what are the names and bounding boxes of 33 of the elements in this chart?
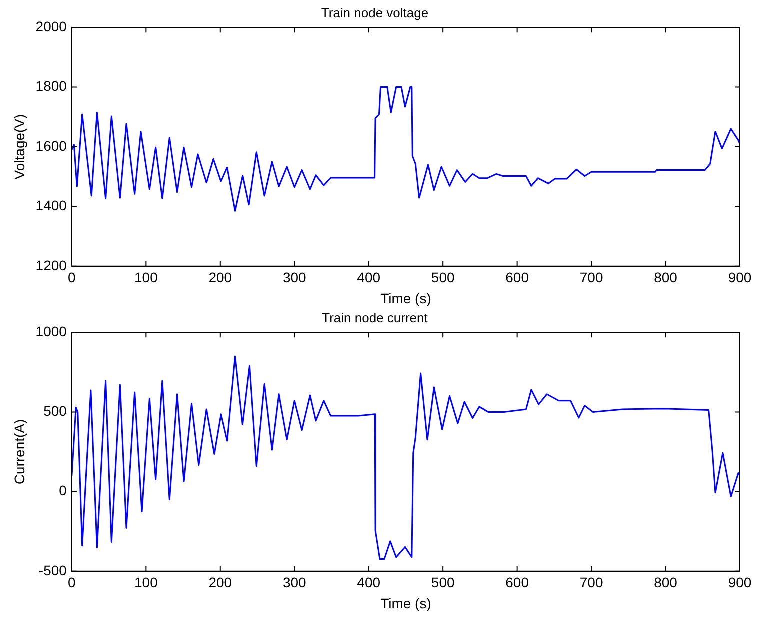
x-tick-label: 300 <box>282 270 307 286</box>
x-tick-label: 700 <box>580 270 604 286</box>
x-tick-label: 800 <box>654 574 678 591</box>
y-tick-label: 0 <box>59 482 68 499</box>
x-tick-label: 100 <box>134 574 158 591</box>
chart-title: Train node current <box>322 310 428 326</box>
x-tick-label: 900 <box>728 270 752 286</box>
x-tick-label: 600 <box>506 574 530 591</box>
x-tick-label: 300 <box>282 574 307 591</box>
y-axis-title: Current(A) <box>11 419 28 485</box>
x-tick-label: 400 <box>357 270 381 286</box>
y-axis-title: Voltage(V) <box>11 114 28 180</box>
x-axis-title: Time (s) <box>380 595 432 612</box>
y-tick-label: 2000 <box>36 18 68 34</box>
y-tick-label: 500 <box>44 403 68 420</box>
y-tick-label: -500 <box>38 562 68 578</box>
x-tick-label: 800 <box>654 270 678 286</box>
x-tick-label: 700 <box>580 574 604 591</box>
x-axis-title: Time (s) <box>380 290 432 306</box>
x-tick-label: 900 <box>728 574 752 591</box>
y-tick-label: 1000 <box>36 323 68 340</box>
x-tick-label: 100 <box>134 270 158 286</box>
y-tick-label: 1400 <box>36 198 68 214</box>
x-tick-label: 200 <box>208 270 232 286</box>
chart-title: Train node voltage <box>321 5 429 20</box>
y-tick-label: 1800 <box>36 78 68 94</box>
x-tick-label: 400 <box>357 574 381 591</box>
x-tick-label: 500 <box>431 574 455 591</box>
x-tick-label: 600 <box>506 270 530 286</box>
x-tick-label: 500 <box>431 270 455 286</box>
x-tick-label: 200 <box>208 574 232 591</box>
y-tick-label: 1200 <box>36 257 68 274</box>
y-tick-label: 1600 <box>36 138 68 154</box>
